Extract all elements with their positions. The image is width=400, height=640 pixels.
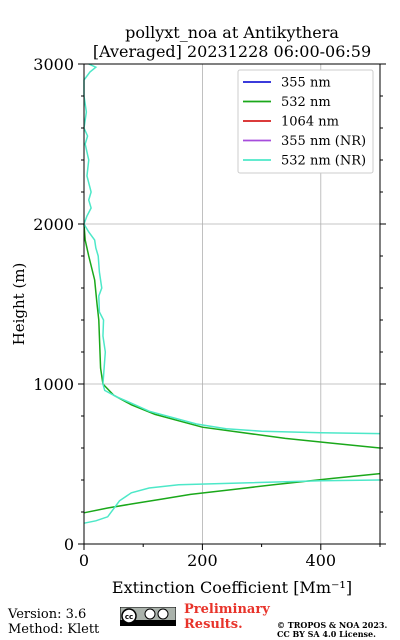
series-line-532-nm: [83, 223, 381, 449]
axis-ticks: 0 1000 2000 3000 0 200 400: [33, 55, 386, 570]
chart-title: pollyxt_noa at Antikythera: [125, 23, 339, 42]
x-tick-label: 400: [306, 551, 337, 570]
legend-box: [237, 69, 374, 174]
y-axis-label: Height (m): [10, 263, 28, 346]
x-tick-label: 200: [187, 551, 218, 570]
results-label: Results.: [184, 617, 243, 632]
y-tick-label: 1000: [33, 375, 74, 394]
plot-frame: [83, 63, 381, 545]
method-text: Method: Klett: [8, 622, 100, 637]
series-line-532-nm-nr-: [83, 63, 381, 435]
series-group: [83, 63, 381, 524]
svg-text:cc: cc: [125, 613, 133, 621]
x-tick-label: 0: [79, 551, 89, 570]
legend-label: 532 nm (NR): [281, 154, 366, 169]
cc-by-sa-badge: cc: [120, 607, 176, 626]
series-line-532-nm: [83, 472, 381, 514]
chart-subtitle: [Averaged] 20231228 06:00-06:59: [93, 42, 371, 61]
legend: 355 nm 532 nm 1064 nm 355 nm (NR) 532 nm (NR…: [237, 69, 374, 174]
legend-label: 355 nm: [281, 76, 331, 91]
legend-label: 1064 nm: [281, 115, 339, 130]
preliminary-label: Preliminary: [184, 602, 270, 617]
series-line-532-nm-nr-: [83, 479, 381, 524]
y-tick-label: 0: [64, 535, 74, 554]
version-text: Version: 3.6: [8, 607, 87, 622]
license-text: CC BY SA 4.0 License.: [277, 629, 376, 639]
x-axis-label: Extinction Coefficient [Mm⁻¹]: [112, 578, 352, 597]
legend-label: 532 nm: [281, 95, 331, 110]
copyright-text: © TROPOS & NOA 2023.: [277, 620, 388, 630]
legend-label: 355 nm (NR): [281, 134, 366, 149]
y-tick-label: 2000: [33, 215, 74, 234]
y-tick-label: 3000: [33, 55, 74, 74]
